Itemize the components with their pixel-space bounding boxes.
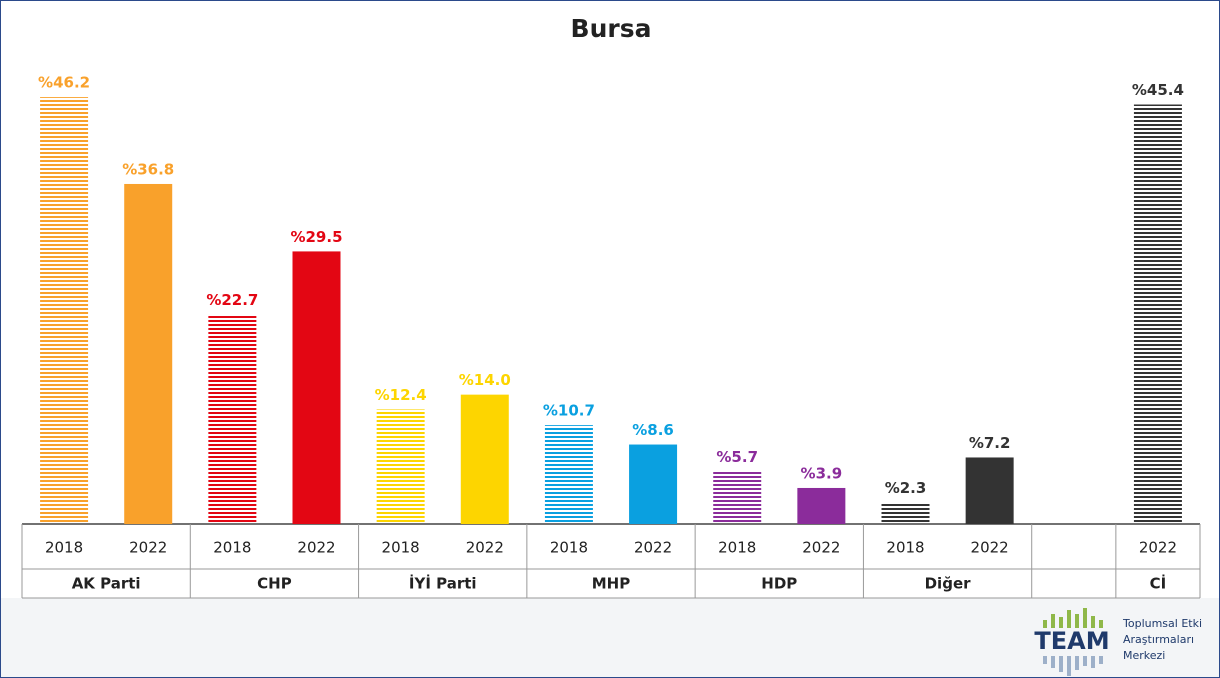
footer-band xyxy=(0,598,1220,678)
series-label: 2018 xyxy=(718,539,756,557)
bar xyxy=(881,502,930,524)
value-label: %36.8 xyxy=(122,160,174,178)
bar xyxy=(376,409,425,524)
value-label: %2.3 xyxy=(885,479,927,497)
value-label: %10.7 xyxy=(543,402,595,420)
bar xyxy=(1133,104,1182,524)
category-label: Diğer xyxy=(925,575,972,593)
category-label: CHP xyxy=(257,575,292,593)
value-label: %8.6 xyxy=(632,421,674,439)
series-label: 2018 xyxy=(213,539,251,557)
bar xyxy=(40,97,89,524)
value-label: %12.4 xyxy=(375,386,427,404)
bar xyxy=(292,251,341,525)
category-label: İYİ Parti xyxy=(409,574,477,593)
category-label: MHP xyxy=(592,575,630,593)
bar xyxy=(797,487,846,524)
series-label: 2022 xyxy=(129,539,167,557)
value-label: %3.9 xyxy=(801,464,843,482)
series-label: 2022 xyxy=(634,539,672,557)
series-label: 2022 xyxy=(802,539,840,557)
logo-line: Merkezi xyxy=(1123,649,1165,662)
value-label: %14.0 xyxy=(459,371,511,389)
logo: TEAM Toplumsal Etki Araştırmaları Merkez… xyxy=(1034,608,1202,676)
logo-line: Araştırmaları xyxy=(1123,633,1194,646)
value-label: %7.2 xyxy=(969,434,1011,452)
series-label: 2018 xyxy=(45,539,83,557)
bar xyxy=(124,183,173,524)
bar xyxy=(713,471,762,524)
value-label: %22.7 xyxy=(206,291,258,309)
series-label: 2022 xyxy=(971,539,1009,557)
logo-name: TEAM xyxy=(1034,627,1109,655)
value-label: %45.4 xyxy=(1132,81,1184,99)
series-label: 2022 xyxy=(1139,539,1177,557)
category-label: HDP xyxy=(761,575,797,593)
series-label: 2022 xyxy=(466,539,504,557)
bar xyxy=(208,314,257,524)
bar xyxy=(629,444,678,524)
series-label: 2018 xyxy=(382,539,420,557)
series-label: 2018 xyxy=(886,539,924,557)
logo-line: Toplumsal Etki xyxy=(1122,617,1202,630)
value-label: %29.5 xyxy=(290,228,342,246)
value-label: %5.7 xyxy=(716,448,758,466)
bar xyxy=(544,425,593,524)
chart-title: Bursa xyxy=(571,14,652,43)
bar xyxy=(460,394,509,524)
series-label: 2018 xyxy=(550,539,588,557)
category-label: Cİ xyxy=(1150,574,1167,593)
series-label: 2022 xyxy=(297,539,335,557)
value-label: %46.2 xyxy=(38,74,90,92)
bar xyxy=(965,457,1014,524)
category-label: AK Parti xyxy=(72,575,141,593)
